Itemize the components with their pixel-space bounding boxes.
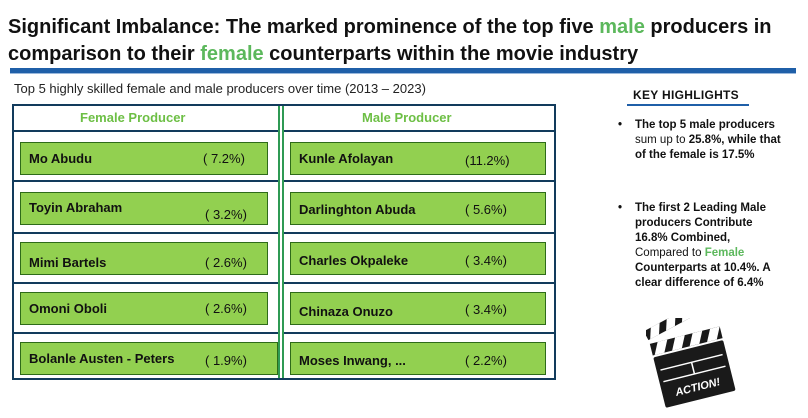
producer-share: ( 3.2%) — [205, 207, 247, 222]
producer-share: ( 3.4%) — [465, 302, 507, 317]
female-producer-card: Mo Abudu ( 7.2%) — [20, 142, 268, 175]
title-part2: producers in comparison to their — [8, 16, 772, 65]
key-highlights-underline — [627, 104, 749, 106]
row-separator — [284, 232, 554, 234]
page-title: Significant Imbalance: The marked promin… — [8, 14, 798, 68]
row-separator — [284, 180, 554, 182]
producer-share: ( 1.9%) — [205, 353, 247, 368]
table-subtitle: Top 5 highly skilled female and male pro… — [14, 81, 426, 96]
key-highlights-title: KEY HIGHLIGHTS — [633, 88, 739, 102]
clapperboard-icon: ACTION! — [646, 318, 736, 408]
producer-name: Charles Okpaleke — [299, 253, 409, 268]
producer-name: Bolanle Austen - Peters — [29, 351, 175, 366]
bullet1-bold: The top 5 male producers — [635, 119, 775, 131]
producers-table: Female Producer Male Producer Mo Abudu (… — [12, 104, 556, 380]
title-underline-bar — [10, 68, 796, 74]
male-producer-card: Darlinghton Abuda ( 5.6%) — [290, 192, 546, 225]
producer-name: Kunle Afolayan — [299, 151, 394, 166]
bullet-dot-icon: • — [618, 119, 623, 131]
title-part1: Significant Imbalance: The marked promin… — [8, 16, 600, 38]
title-female-word: female — [200, 43, 264, 65]
bullet2-rest: Counterparts at 10.4%. A clear differenc… — [635, 262, 771, 289]
bullet1-normal: sum up to — [635, 134, 686, 146]
title-part3: counterparts within the movie industry — [263, 43, 639, 65]
row-separator — [14, 232, 278, 234]
female-producer-card: Mimi Bartels ( 2.6%) — [20, 242, 268, 275]
header-divider-left — [14, 130, 278, 132]
row-separator — [284, 282, 554, 284]
male-producer-card: Chinaza Onuzo ( 3.4%) — [290, 292, 546, 325]
row-separator — [284, 332, 554, 334]
producer-name: Mo Abudu — [29, 151, 93, 166]
producer-share: ( 7.2%) — [203, 151, 245, 166]
female-column-header: Female Producer — [80, 110, 186, 125]
male-producer-card: Kunle Afolayan (11.2%) — [290, 142, 546, 175]
producer-share: ( 2.6%) — [205, 255, 247, 270]
male-column-header: Male Producer — [362, 110, 452, 125]
producer-name: Chinaza Onuzo — [299, 304, 393, 319]
producer-share: ( 2.2%) — [465, 353, 507, 368]
producer-name: Omoni Oboli — [29, 301, 107, 316]
producer-name: Moses Inwang, ... — [299, 353, 406, 368]
row-separator — [14, 282, 278, 284]
title-male-word: male — [599, 16, 645, 38]
header-divider-right — [284, 130, 554, 132]
column-divider — [278, 106, 284, 378]
producer-share: ( 2.6%) — [205, 301, 247, 316]
producer-share: (11.2%) — [465, 153, 510, 168]
row-separator — [14, 332, 278, 334]
bullet2-green: Female — [704, 247, 745, 259]
producer-name: Toyin Abraham — [29, 200, 123, 215]
male-producer-card: Moses Inwang, ... ( 2.2%) — [290, 342, 546, 375]
male-producer-card: Charles Okpaleke ( 3.4%) — [290, 242, 546, 275]
producer-name: Darlinghton Abuda — [299, 202, 416, 217]
female-producer-card: Toyin Abraham ( 3.2%) — [20, 192, 268, 225]
bullet-dot-icon: • — [618, 202, 623, 214]
row-separator — [14, 180, 278, 182]
female-producer-card: Bolanle Austen - Peters ( 1.9%) — [20, 342, 278, 375]
bullet1-rest: 25.8%, while that of the female is 17.5% — [635, 134, 781, 161]
producer-share: ( 5.6%) — [465, 202, 507, 217]
producer-share: ( 3.4%) — [465, 253, 507, 268]
producer-name: Mimi Bartels — [29, 255, 107, 270]
bullet2-normal: Compared to — [635, 247, 705, 259]
bullet2-bold: The first 2 Leading Male producers Contr… — [635, 202, 766, 244]
female-producer-card: Omoni Oboli ( 2.6%) — [20, 292, 268, 325]
